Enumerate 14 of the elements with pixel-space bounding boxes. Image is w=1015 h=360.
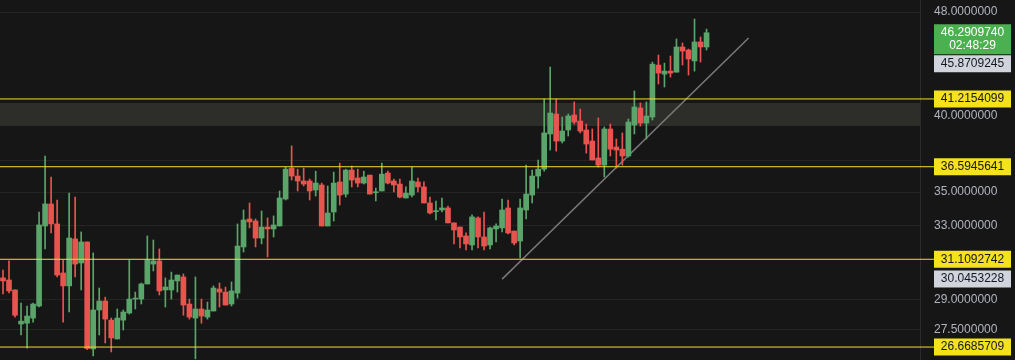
- y-tick-label: 33.0000000: [934, 217, 998, 232]
- text: 45.8709245: [940, 56, 1005, 71]
- y-tick-label: 40.0000000: [934, 108, 998, 123]
- ref-line-label: 41.2154099: [940, 91, 1005, 106]
- ref-line-label: 36.5945641: [940, 159, 1005, 174]
- y-tick-label: 48.0000000: [934, 4, 998, 19]
- text: 46.2909740 02:48:29: [940, 25, 1005, 53]
- y-tick-label: 27.5000000: [934, 321, 998, 336]
- text: 30.0453228: [940, 271, 1005, 286]
- y-tick-label: 35.0000000: [934, 184, 998, 199]
- y-tick-label: 29.0000000: [934, 291, 998, 306]
- ref-line-label: 26.6685709: [940, 339, 1005, 354]
- candlestick: [366, 174, 373, 195]
- ref-line-label: 31.1092742: [940, 251, 1005, 266]
